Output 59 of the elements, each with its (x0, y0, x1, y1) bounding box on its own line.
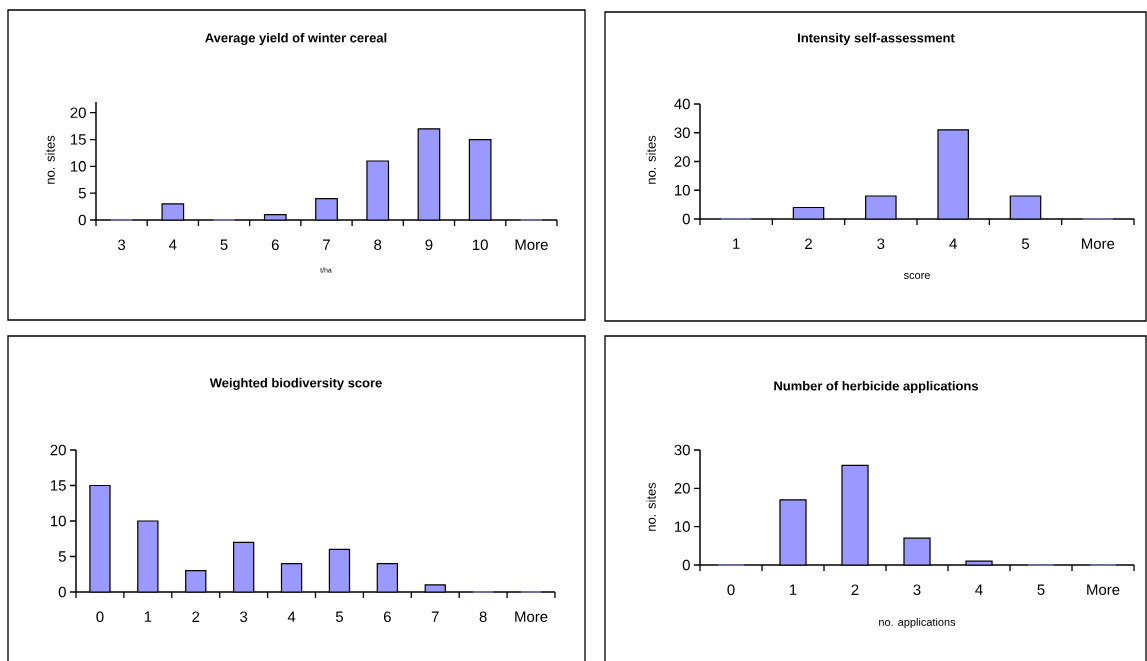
y-tick-label: 30 (674, 444, 690, 456)
y-tick-label: 0 (682, 213, 690, 225)
x-tick-label: 3 (118, 239, 126, 251)
x-tick-label: 2 (851, 584, 859, 595)
y-tick-label: 15 (71, 134, 86, 145)
x-tick-label: 3 (240, 611, 248, 623)
y-tick-label: 40 (674, 98, 690, 110)
y-axis-title: no. sites (646, 482, 656, 531)
x-tick-label: 1 (733, 238, 740, 249)
x-tick-label: 4 (287, 611, 296, 622)
chart-title: Number of herbicide applications (774, 380, 979, 394)
x-tick-label: 0 (727, 584, 735, 596)
x-tick-label: 9 (425, 239, 433, 251)
chart-title: Intensity self-assessment (798, 32, 955, 46)
y-tick-label: 10 (71, 161, 86, 172)
x-tick-label: 8 (479, 611, 487, 623)
x-tick-label: 4 (949, 238, 957, 249)
y-tick-label: 10 (675, 521, 690, 532)
chart-title: Average yield of winter cereal (205, 32, 387, 46)
y-tick-label: 10 (51, 515, 66, 527)
x-tick-label: 2 (805, 238, 812, 249)
x-tick-label: 4 (975, 584, 983, 595)
x-tick-label: 4 (169, 239, 177, 250)
y-tick-label: 0 (682, 559, 690, 571)
x-tick-label: 0 (96, 611, 104, 623)
y-axis-title: no. sites (646, 135, 656, 184)
x-tick-label: More (1082, 238, 1115, 249)
y-tick-label: 10 (675, 184, 690, 196)
x-tick-label: 1 (144, 611, 152, 622)
y-tick-label: 30 (674, 127, 690, 139)
y-tick-label: 20 (50, 444, 66, 456)
y-tick-label: 5 (78, 187, 86, 199)
x-tick-label: 3 (877, 238, 885, 250)
x-tick-label: 6 (383, 611, 391, 623)
x-tick-label: 2 (192, 611, 200, 622)
x-tick-label: 7 (323, 239, 330, 250)
y-tick-label: 20 (70, 107, 86, 119)
y-tick-label: 20 (674, 483, 690, 494)
x-tick-label: 8 (374, 239, 382, 251)
x-tick-label: More (515, 611, 548, 622)
y-tick-label: 20 (674, 156, 690, 167)
y-tick-label: 0 (78, 214, 86, 226)
x-tick-label: 5 (1037, 584, 1045, 595)
x-tick-label: 5 (335, 611, 343, 622)
x-tick-label: 10 (472, 239, 488, 251)
x-tick-label: 5 (1021, 238, 1030, 249)
x-tick-label: 6 (271, 239, 279, 251)
y-tick-label: 5 (58, 551, 66, 562)
chart-title: Weighted biodiversity score (209, 377, 382, 391)
x-tick-label: More (515, 239, 548, 250)
y-axis-title: no. sites (45, 135, 55, 184)
x-axis-title: no. applications (879, 617, 956, 629)
x-axis-title: score (903, 273, 930, 279)
y-tick-label: 15 (51, 480, 66, 491)
x-tick-label: 1 (789, 584, 797, 595)
x-tick-label: 5 (220, 239, 228, 250)
x-tick-label: More (1087, 584, 1120, 595)
x-tick-label: 7 (431, 611, 439, 622)
x-tick-label: 3 (913, 584, 921, 596)
